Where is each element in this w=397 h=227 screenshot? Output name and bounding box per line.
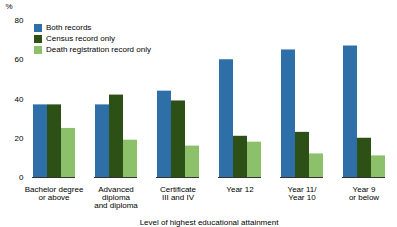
- svg-text:0: 0: [19, 173, 24, 182]
- svg-text:Year 12: Year 12: [226, 185, 254, 194]
- html-text:Census record only: Census record only: [46, 34, 115, 43]
- svg-text:Level of highest educational a: Level of highest educational attainment: [140, 218, 280, 227]
- svg-text:Advanceddiplomaand diploma: Advanceddiplomaand diploma: [94, 185, 138, 210]
- svg-text:40: 40: [15, 95, 24, 104]
- html-text:Both records: Both records: [46, 23, 92, 32]
- svg-text:%: %: [6, 2, 13, 11]
- svg-text:CertificateIII and IV: CertificateIII and IV: [160, 185, 197, 202]
- html-text:Death registration record only: Death registration record only: [46, 45, 151, 54]
- svg-text:Bachelor degreeor above: Bachelor degreeor above: [25, 185, 84, 202]
- svg-text:20: 20: [15, 134, 24, 143]
- svg-text:Year 11/Year 10: Year 11/Year 10: [288, 185, 318, 202]
- svg-text:60: 60: [15, 55, 24, 64]
- svg-text:Year 9or below: Year 9or below: [349, 185, 379, 202]
- svg-text:80: 80: [15, 16, 24, 25]
